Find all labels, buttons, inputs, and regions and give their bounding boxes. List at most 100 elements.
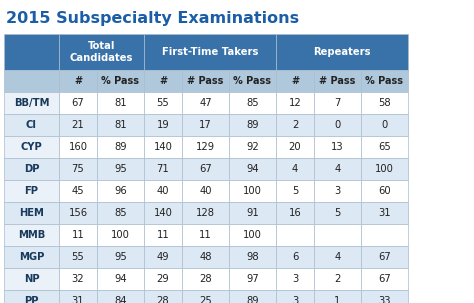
Text: #: #	[291, 76, 299, 86]
Bar	[314, 246, 361, 268]
Bar	[97, 114, 144, 136]
Bar	[59, 158, 97, 180]
Text: 140: 140	[154, 142, 173, 152]
Text: 28: 28	[199, 274, 212, 284]
Bar	[229, 202, 276, 224]
Bar	[361, 136, 408, 158]
Text: 11: 11	[156, 230, 169, 240]
Text: 3: 3	[292, 296, 298, 303]
Text: 19: 19	[156, 120, 169, 130]
Bar	[182, 158, 229, 180]
Bar	[144, 114, 182, 136]
Bar	[229, 224, 276, 246]
Bar	[59, 180, 97, 202]
Bar	[361, 92, 408, 114]
Bar	[229, 246, 276, 268]
Bar	[314, 114, 361, 136]
Text: 84: 84	[114, 296, 127, 303]
Text: 100: 100	[111, 230, 130, 240]
Text: MMB: MMB	[18, 230, 45, 240]
Bar	[4, 92, 59, 114]
Bar	[97, 224, 144, 246]
Text: 1: 1	[334, 296, 341, 303]
Bar	[276, 246, 314, 268]
Bar	[314, 290, 361, 303]
Bar	[182, 114, 229, 136]
Text: 0: 0	[334, 120, 341, 130]
Bar	[97, 70, 144, 92]
Bar	[276, 290, 314, 303]
Text: 28: 28	[157, 296, 169, 303]
Text: 2: 2	[334, 274, 341, 284]
Text: DP: DP	[24, 164, 39, 174]
Bar	[182, 224, 229, 246]
Text: 97: 97	[246, 274, 259, 284]
Bar	[4, 268, 59, 290]
Bar	[144, 290, 182, 303]
Bar	[59, 34, 144, 70]
Bar	[97, 158, 144, 180]
Text: 29: 29	[156, 274, 169, 284]
Bar	[361, 246, 408, 268]
Bar	[97, 246, 144, 268]
Text: 16: 16	[289, 208, 301, 218]
Bar	[144, 246, 182, 268]
Text: 128: 128	[196, 208, 215, 218]
Text: 89: 89	[246, 120, 259, 130]
Text: NP: NP	[24, 274, 39, 284]
Text: % Pass: % Pass	[101, 76, 139, 86]
Bar	[276, 224, 314, 246]
Text: 0: 0	[382, 120, 388, 130]
Text: 11: 11	[72, 230, 84, 240]
Bar	[4, 246, 59, 268]
Text: 48: 48	[199, 252, 212, 262]
Text: # Pass: # Pass	[187, 76, 224, 86]
Text: 67: 67	[72, 98, 84, 108]
Bar	[182, 246, 229, 268]
Text: 3: 3	[334, 186, 341, 196]
Bar	[97, 92, 144, 114]
Bar	[4, 224, 59, 246]
Text: 67: 67	[378, 274, 391, 284]
Text: 81: 81	[114, 120, 127, 130]
Bar	[97, 180, 144, 202]
Bar	[59, 202, 97, 224]
Text: 4: 4	[334, 252, 341, 262]
Bar	[59, 114, 97, 136]
Text: #: #	[74, 76, 82, 86]
Text: 100: 100	[243, 230, 262, 240]
Text: BB/TM: BB/TM	[14, 98, 49, 108]
Text: 92: 92	[246, 142, 259, 152]
Text: # Pass: # Pass	[319, 76, 356, 86]
Text: % Pass: % Pass	[365, 76, 403, 86]
Bar	[182, 290, 229, 303]
Text: 5: 5	[292, 186, 298, 196]
Bar	[361, 180, 408, 202]
Bar	[59, 70, 97, 92]
Text: 5: 5	[334, 208, 341, 218]
Text: 95: 95	[114, 252, 127, 262]
Text: 100: 100	[243, 186, 262, 196]
Bar	[59, 224, 97, 246]
Bar	[59, 290, 97, 303]
Bar	[4, 290, 59, 303]
Text: PP: PP	[24, 296, 39, 303]
Text: 89: 89	[114, 142, 127, 152]
Bar	[361, 202, 408, 224]
Text: 49: 49	[157, 252, 169, 262]
Bar	[97, 268, 144, 290]
Text: 32: 32	[72, 274, 84, 284]
Text: 89: 89	[246, 296, 259, 303]
Text: CI: CI	[26, 120, 37, 130]
Bar	[144, 92, 182, 114]
Bar	[314, 136, 361, 158]
Bar	[97, 202, 144, 224]
Bar	[182, 180, 229, 202]
Bar	[144, 268, 182, 290]
Bar	[59, 246, 97, 268]
Bar	[144, 180, 182, 202]
Bar	[276, 202, 314, 224]
Bar	[314, 180, 361, 202]
Bar	[276, 158, 314, 180]
Text: 85: 85	[114, 208, 127, 218]
